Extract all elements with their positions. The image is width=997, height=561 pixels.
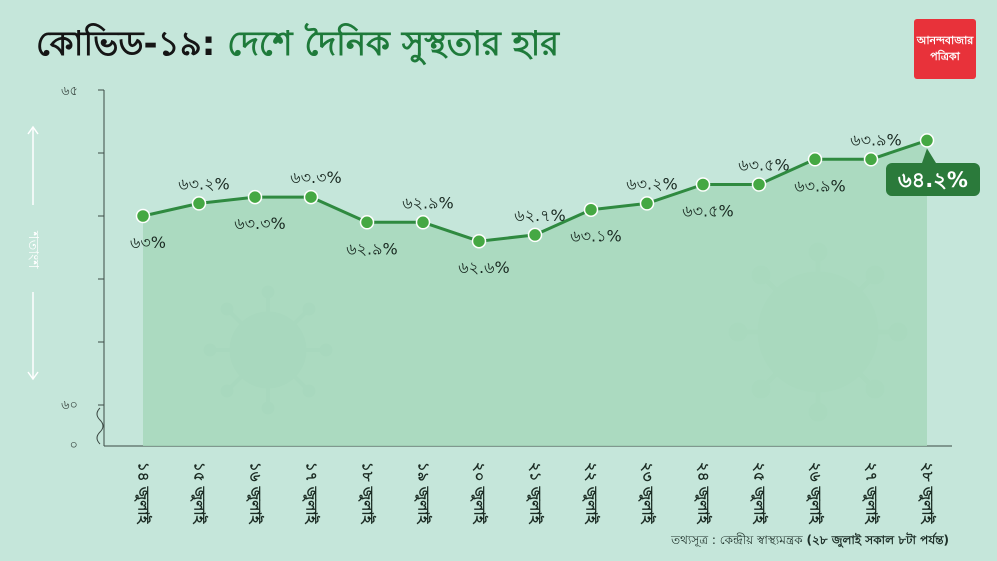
x-tick-label: ১৪ জুলাই [134,462,154,525]
logo-line-1: আনন্দবাজার [916,34,974,47]
data-label: ৬২.৯% [402,193,453,212]
data-point [695,177,711,192]
y-tick-label-65: ৬৫ [61,84,78,99]
x-tick-label: ২৬ জুলাই [806,462,826,525]
data-label: ৬৩.২% [178,174,230,193]
x-tick-label: ২০ জুলাই [470,462,490,525]
data-label: ৬৩.৫% [682,202,733,221]
data-point [583,202,599,217]
data-point [751,177,767,192]
data-labels: ৬৩%৬৩.২%৬৩.৩%৬৩.৩%৬২.৯%৬২.৯%৬২.৬%৬২.৭%৬৩… [130,130,980,277]
data-label: ৬৩% [130,233,166,252]
title-main: দেশে দৈনিক সুস্থতার হার [227,24,560,64]
data-point [191,196,207,211]
x-tick-label: ২৫ জুলাই [750,462,770,525]
y-axis-ticks [98,89,104,406]
data-point [919,133,935,148]
x-tick-label: ২২ জুলাই [582,462,602,525]
highlight-value-label: ৬৪.২% [898,168,968,192]
data-point [247,189,263,205]
title-prefix: কোভিড-১৯: [36,24,216,64]
anandabazar-logo: আনন্দবাজার পত্রিকা [914,19,976,79]
data-point [359,215,375,230]
data-label: ৬৩.৯% [850,130,901,149]
data-label: ৬২.৭% [514,206,566,225]
x-tick-label: ১৮ জুলাই [358,462,378,525]
logo-line-2: পত্রিকা [930,50,960,63]
data-label: ৬৩.৩% [234,214,286,233]
x-tick-label: ২৩ জুলাই [638,462,658,525]
data-label: ৬২.৯% [346,239,397,258]
data-point [303,189,319,205]
y-tick-label-0: ০ [70,438,78,453]
x-tick-label: ২১ জুলাই [526,462,546,525]
data-point [415,215,431,230]
data-label: ৬৩.৩% [290,168,342,187]
data-point [639,196,655,211]
x-tick-label: ১৭ জুলাই [302,462,322,525]
x-tick-label: ১৯ জুলাই [414,462,434,525]
data-point [863,152,879,167]
y-axis-label: শতাংশ [25,230,41,269]
axis-break-mark [96,407,104,445]
data-label: ৬৩.২% [626,174,678,193]
x-tick-label: ১৫ জুলাই [190,462,210,525]
data-label: ৬৩.৫% [738,156,789,175]
data-point [135,208,151,224]
source-prefix: তথ্যসূত্র : কেন্দ্রীয় স্বাস্থ্যমন্ত্রক [671,533,803,547]
highlight-box [886,163,980,196]
source-suffix: (২৮ জুলাই সকাল ৮টা পর্যন্ত) [806,533,949,547]
data-point [471,233,487,249]
area-fill [143,140,927,446]
data-label: ৬২.৬% [458,258,510,277]
x-tick-label: ২৮ জুলাই [918,462,938,525]
data-points [135,133,935,249]
y-tick-label-60: ৬০ [61,398,78,413]
x-tick-label: ১৬ জুলাই [246,462,266,525]
x-tick-labels: ১৪ জুলাই ১৫ জুলাই ১৬ জুলাই ১৭ জুলাই ১৮ জুলাই… [134,462,938,525]
data-point [527,227,543,243]
x-tick-label: ২৭ জুলাই [862,462,882,525]
page-title: কোভিড-১৯: দেশে দৈনিক সুস্থতার হার [36,18,559,75]
data-label: ৬৩.১% [570,227,621,246]
data-label: ৬৩.৯% [794,176,845,195]
source-note: তথ্যসূত্র : কেন্দ্রীয় স্বাস্থ্যমন্ত্রক … [671,532,949,552]
data-point [807,152,823,167]
x-tick-label: ২৪ জুলাই [694,462,714,525]
highlight-pointer [922,148,936,163]
y-label-arrow [27,125,39,381]
